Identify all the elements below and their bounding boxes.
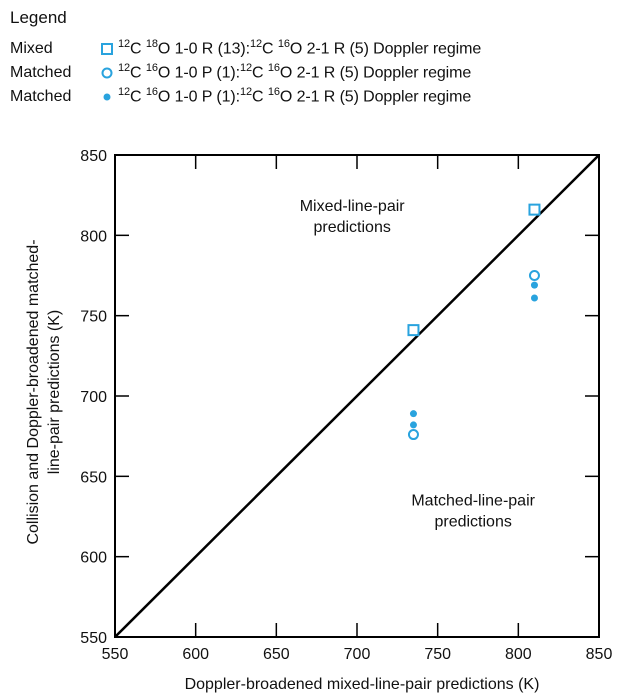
y-tick-label: 750 bbox=[80, 309, 107, 326]
x-tick-label: 700 bbox=[344, 646, 371, 663]
legend-entry-kind: Matched bbox=[10, 88, 72, 106]
chart-annotation: Matched-line-pair predictions bbox=[411, 492, 535, 530]
data-point-filled-circle bbox=[409, 421, 417, 429]
legend: Legend Mixed 12C 18O 1-0 R (13):12C 16O 2… bbox=[10, 8, 614, 110]
y-tick-label: 600 bbox=[80, 550, 107, 567]
data-point-filled-circle bbox=[409, 410, 417, 418]
reference-line bbox=[114, 154, 600, 638]
data-point-filled-circle bbox=[530, 294, 538, 302]
y-tick-label: 700 bbox=[80, 389, 107, 406]
legend-entry: Matched 12C 16O 1-0 P (1):12C 16O 2-1 R (… bbox=[10, 62, 614, 86]
legend-entry-description: 12C 16O 1-0 P (1):12C 16O 2-1 R (5) Dopp… bbox=[118, 62, 472, 82]
legend-entry-description: 12C 18O 1-0 R (13):12C 16O 2-1 R (5) Dop… bbox=[118, 38, 482, 58]
legend-entry-kind: Matched bbox=[10, 64, 72, 82]
legend-entries: Mixed 12C 18O 1-0 R (13):12C 16O 2-1 R (5… bbox=[10, 38, 614, 110]
legend-entry-description: 12C 16O 1-0 P (1):12C 16O 2-1 R (5) Dopp… bbox=[118, 86, 472, 106]
y-tick-label: 850 bbox=[80, 148, 107, 165]
x-tick-label: 850 bbox=[586, 646, 613, 663]
data-point-open-square bbox=[407, 324, 420, 337]
legend-title: Legend bbox=[10, 8, 67, 27]
data-point-open-circle bbox=[407, 429, 419, 441]
plot-area: 550 600 650 700 750 800 850 550 600 650 700 750 800 8… bbox=[25, 148, 612, 693]
data-point-open-square bbox=[528, 203, 541, 216]
x-tick-label: 550 bbox=[102, 646, 129, 663]
data-point-filled-circle bbox=[530, 281, 538, 289]
legend-entry-kind: Mixed bbox=[10, 40, 53, 58]
x-axis-title: Doppler-broadened mixed-line-pair predic… bbox=[185, 676, 540, 693]
legend-entry: Mixed 12C 18O 1-0 R (13):12C 16O 2-1 R (5… bbox=[10, 38, 614, 62]
x-tick-label: 650 bbox=[263, 646, 290, 663]
x-tick-label: 800 bbox=[505, 646, 532, 663]
y-tick-label: 550 bbox=[80, 630, 107, 647]
open-circle-marker bbox=[101, 67, 113, 79]
x-tick-label: 750 bbox=[424, 646, 451, 663]
data-point-open-circle bbox=[528, 270, 540, 281]
filled-circle-marker bbox=[103, 93, 111, 101]
legend-entry: Matched 12C 16O 1-0 P (1):12C 16O 2-1 R (… bbox=[10, 86, 614, 110]
y-axis-title: Collision and Doppler-broadened matched-… bbox=[25, 239, 63, 544]
x-tick-label: 600 bbox=[182, 646, 209, 663]
open-square-marker bbox=[101, 43, 113, 56]
y-tick-label: 800 bbox=[80, 228, 107, 245]
y-tick-label: 650 bbox=[80, 469, 107, 486]
chart-annotation: Mixed-line-pair predictions bbox=[300, 198, 406, 236]
